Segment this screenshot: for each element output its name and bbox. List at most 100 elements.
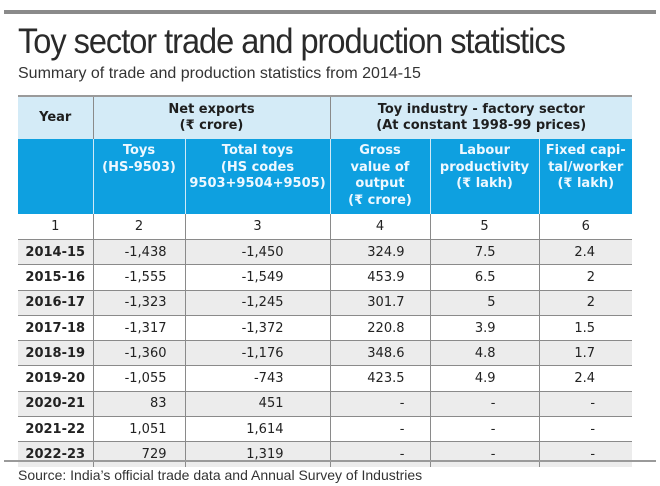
subheader-gross-value: Gross value of output (₹ crore) — [329, 139, 430, 214]
cell-gross-value: 220.8 — [329, 315, 430, 342]
cell-fixed-capital: 2 — [538, 264, 633, 291]
subheader-line: tal/worker — [548, 159, 624, 175]
cell-gross-value: 324.9 — [329, 239, 430, 266]
header-toy-industry-line1: Toy industry - factory sector — [377, 102, 585, 117]
cell-toys: 83 — [92, 391, 185, 418]
subheader-toys: Toys (HS-9503) — [92, 139, 185, 214]
table-row: 2015-16 -1,555 -1,549 453.9 6.5 2 — [18, 264, 633, 291]
cell-year: 2017-18 — [18, 315, 93, 342]
cell-toys: -1,055 — [92, 365, 185, 392]
cell-labour-productivity: 7.5 — [429, 239, 539, 266]
cell-year: 2020-21 — [18, 391, 93, 418]
cell-total-toys: -1,372 — [184, 315, 330, 342]
cell-gross-value: - — [329, 391, 430, 418]
cell-total-toys: -743 — [184, 365, 330, 392]
header-net-exports-line2: (₹ crore) — [179, 118, 244, 133]
header-toy-industry-line2: (At constant 1998-99 prices) — [376, 118, 587, 133]
cell-labour-productivity: - — [429, 441, 539, 467]
table-row: 2020-21 83 451- - - — [18, 391, 633, 418]
cell-total-toys: -1,176 — [184, 340, 330, 367]
table-row: 2021-22 1,051 1,614- - - — [18, 416, 633, 443]
cell-total-toys: 1,319 — [184, 441, 330, 467]
cell-gross-value: 423.5 — [329, 365, 430, 392]
cell-total-toys: -1,549 — [184, 264, 330, 291]
cell-fixed-capital: - — [538, 416, 633, 443]
cell-gross-value: 453.9 — [329, 264, 430, 291]
subheader-line: (HS codes — [220, 159, 295, 175]
table-row: 2016-17 -1,323 -1,245 301.7 5 2 — [18, 290, 633, 316]
cell-labour-productivity: - — [429, 416, 539, 443]
cell-fixed-capital: 1.7 — [538, 340, 633, 367]
cell-labour-productivity: 6.5 — [429, 264, 539, 291]
subheader-line: (HS-9503) — [102, 159, 176, 175]
subheader-year-blank — [18, 139, 93, 214]
column-number: 3 — [184, 214, 330, 240]
table-row: 2019-20 -1,055 -743 423.5 4.9 2.4 — [18, 365, 633, 392]
page-subtitle: Summary of trade and production statisti… — [18, 65, 421, 82]
cell-fixed-capital: 1.5 — [538, 315, 633, 342]
subheader-line: Toys — [122, 143, 156, 158]
subheader-line: productivity — [439, 159, 530, 175]
top-rule — [4, 10, 656, 14]
subheader-line: Fixed capi- — [545, 143, 626, 158]
cell-labour-productivity: 4.9 — [429, 365, 539, 392]
sub-header-row: Toys (HS-9503) Total toys (HS codes 9503… — [18, 139, 633, 214]
cell-year: 2018-19 — [18, 340, 93, 367]
group-header-row: Year Net exports (₹ crore) Toy industry … — [18, 95, 633, 139]
table-row: 2014-15 -1,438 -1,450 324.9 7.5 2.4 — [18, 239, 633, 266]
subheader-labour-productivity: Labour productivity (₹ lakh) — [429, 139, 539, 214]
subheader-line: (₹ lakh) — [456, 176, 513, 191]
subheader-line: value of — [350, 159, 410, 175]
column-number: 4 — [329, 214, 430, 240]
header-year: Year — [18, 95, 93, 139]
cell-labour-productivity: 5 — [429, 290, 539, 316]
cell-year: 2016-17 — [18, 290, 93, 316]
cell-total-toys: -1,245 — [184, 290, 330, 316]
table-body: 2014-15 -1,438 -1,450 324.9 7.5 2.4 2015-16 -1,… — [18, 239, 633, 467]
cell-total-toys: -1,450 — [184, 239, 330, 266]
cell-toys: 1,051 — [92, 416, 185, 443]
bottom-rule — [4, 460, 656, 462]
cell-labour-productivity: 4.8 — [429, 340, 539, 367]
subheader-total-toys: Total toys (HS codes 9503+9504+9505) — [184, 139, 330, 214]
header-toy-industry: Toy industry - factory sector (At consta… — [329, 95, 633, 139]
cell-fixed-capital: - — [538, 391, 633, 418]
subheader-line: (₹ lakh) — [557, 176, 615, 191]
cell-toys: 729 — [92, 441, 185, 467]
subheader-line: Gross — [359, 143, 401, 158]
cell-fixed-capital: 2.4 — [538, 239, 633, 266]
cell-toys: -1,360 — [92, 340, 185, 367]
cell-toys: -1,555 — [92, 264, 185, 291]
statistics-table: Year Net exports (₹ crore) Toy industry … — [18, 95, 633, 467]
cell-gross-value: - — [329, 441, 430, 467]
cell-labour-productivity: 3.9 — [429, 315, 539, 342]
column-number: 2 — [92, 214, 185, 240]
column-number-row: 1 2 3 4 5 6 — [18, 214, 633, 240]
subheader-fixed-capital: Fixed capi- tal/worker (₹ lakh) — [538, 139, 633, 214]
cell-labour-productivity: - — [429, 391, 539, 418]
table-row: 2022-23 729 1,319- - - — [18, 441, 633, 467]
subheader-line: Total toys — [221, 143, 294, 158]
subheader-line: 9503+9504+9505) — [189, 176, 326, 191]
column-number: 5 — [429, 214, 539, 240]
cell-year: 2022-23 — [18, 441, 93, 467]
subheader-line: (₹ crore) — [348, 192, 412, 208]
cell-fixed-capital: - — [538, 441, 633, 467]
column-number: 1 — [18, 214, 93, 240]
subheader-line: Labour — [459, 143, 510, 158]
source-note: Source: India’s official trade data and … — [18, 467, 423, 483]
cell-year: 2021-22 — [18, 416, 93, 443]
cell-gross-value: - — [329, 416, 430, 443]
cell-fixed-capital: 2.4 — [538, 365, 633, 392]
cell-year: 2015-16 — [18, 264, 93, 291]
column-number: 6 — [538, 214, 633, 240]
cell-total-toys: 1,614 — [184, 416, 330, 443]
page-title: Toy sector trade and production statisti… — [18, 22, 566, 61]
cell-fixed-capital: 2 — [538, 290, 633, 316]
header-net-exports-line1: Net exports — [168, 102, 255, 117]
cell-toys: -1,317 — [92, 315, 185, 342]
cell-toys: -1,438 — [92, 239, 185, 266]
cell-year: 2014-15 — [18, 239, 93, 266]
table-row: 2018-19 -1,360 -1,176 348.6 4.8 1.7 — [18, 340, 633, 367]
cell-total-toys: 451 — [184, 391, 330, 418]
